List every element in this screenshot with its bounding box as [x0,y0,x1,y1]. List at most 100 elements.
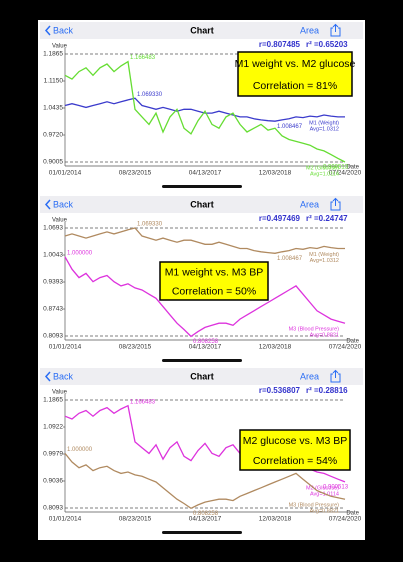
y-tick-label: 1.0435 [43,105,63,112]
data-label: 1.069330 [137,222,163,228]
data-label: 1.166483 [130,55,156,61]
nav-title: Chart [190,25,214,35]
x-tick-label: 07/24/2020 [329,344,362,351]
x-tick-label: 12/03/2018 [259,170,292,177]
y-tick-label: 0.8093 [43,333,63,340]
share-icon[interactable] [330,23,341,37]
legend-name: M1 (Weight) [309,120,339,126]
x-axis-label: Date [346,511,359,517]
x-tick-label: 01/01/2014 [49,516,82,523]
data-label: 1.008467 [277,256,303,262]
nav-bar [40,22,363,39]
nav-title: Chart [190,199,214,209]
r2-value: r² =0.65203 [306,40,348,49]
y-tick-label: 1.1865 [43,51,63,58]
r-value: r=0.807485 [259,40,301,49]
r-value: r=0.497469 [259,214,301,223]
x-tick-label: 07/24/2020 [329,170,362,177]
x-tick-label: 04/13/2017 [189,516,222,523]
legend-name: M2 (Glucose) [306,165,339,171]
r2-value: r² =0.28816 [306,386,348,395]
share-icon[interactable] [330,369,341,383]
y-axis-label: Value [52,390,68,396]
area-button[interactable]: Area [300,25,319,35]
y-tick-label: 1.0043 [43,252,63,259]
data-label: 0.808258 [193,511,219,517]
data-label: 1.166483 [130,399,156,405]
y-tick-label: 1.1865 [43,397,63,404]
share-icon[interactable] [330,197,341,211]
y-tick-label: 1.1150 [44,78,64,85]
legend-avg: Avg=1.0312 [310,258,339,264]
legend-avg: Avg=1.0114 [310,171,339,177]
x-tick-label: 12/03/2018 [259,516,292,523]
y-tick-label: 1.0922 [43,424,63,431]
data-label: 1.000000 [67,250,93,256]
data-label: 1.000000 [67,447,93,453]
x-tick-label: 01/01/2014 [49,344,82,351]
back-button[interactable]: Back [53,371,74,381]
line-series [64,97,345,122]
y-tick-label: 0.9720 [43,132,63,139]
data-label: 0.900513 [323,484,349,490]
annotation-box [237,51,353,97]
line-series [64,227,345,254]
legend-name: M3 (Blood Pressure) [289,327,340,333]
y-tick-label: 0.9005 [43,159,63,166]
y-tick-label: 0.8093 [43,505,63,512]
legend-avg: Avg=1.0312 [310,126,339,132]
x-tick-label: 08/23/2015 [119,344,152,351]
y-axis-label: Value [52,44,68,50]
x-tick-label: 07/24/2020 [329,516,362,523]
legend-avg: Avg=0.8821 [310,333,339,339]
nav-title: Chart [190,371,214,381]
y-tick-label: 0.8743 [43,306,63,313]
legend-name: M1 (Weight) [309,252,339,258]
annotation-text: M1 weight vs. M3 BP [165,266,264,278]
home-indicator [162,531,242,534]
nav-bar [40,368,363,385]
x-tick-label: 01/01/2014 [49,170,82,177]
annotation-text: M2 glucose vs. M3 BP [243,435,347,447]
y-tick-label: 0.9393 [43,279,63,286]
r-value: r=0.536807 [259,386,301,395]
annotation-text: Correlation = 50% [172,285,256,297]
annotation-text: M1 weight vs. M2 glucose [235,58,356,70]
back-chevron[interactable] [44,25,51,36]
legend-name: M3 (Blood Pressure) [289,503,340,509]
nav-bar [40,196,363,213]
r2-value: r² =0.24747 [306,214,348,223]
legend-avg: Avg=0.8821 [310,509,339,515]
line-series [64,60,346,163]
line-series [64,256,346,338]
area-button[interactable]: Area [300,371,319,381]
x-axis-label: Date [346,339,359,345]
line-series [64,452,346,510]
annotation-text: Correlation = 81% [253,80,337,92]
annotation-text: Correlation = 54% [253,455,337,467]
x-tick-label: 12/03/2018 [259,344,292,351]
back-button[interactable]: Back [53,199,74,209]
y-tick-label: 0.9979 [43,451,63,458]
data-label: 1.069330 [137,92,163,98]
home-indicator [162,359,242,362]
back-button[interactable]: Back [53,25,74,35]
back-chevron[interactable] [44,199,51,210]
x-tick-label: 04/13/2017 [189,170,222,177]
y-tick-label: 0.9036 [43,478,63,485]
data-label: 1.008467 [277,124,303,130]
home-indicator [162,185,242,188]
x-tick-label: 04/13/2017 [189,344,222,351]
x-axis-label: Date [346,165,359,171]
legend-name: M2 (Glucose) [306,485,339,491]
annotation-box [239,429,351,471]
x-tick-label: 08/23/2015 [119,170,152,177]
y-tick-label: 1.0693 [43,225,63,232]
x-tick-label: 08/23/2015 [119,516,152,523]
data-label: 0.808258 [193,339,219,345]
data-label: 0.900513 [323,165,349,171]
back-chevron[interactable] [44,371,51,382]
annotation-box [159,261,269,301]
area-button[interactable]: Area [300,199,319,209]
